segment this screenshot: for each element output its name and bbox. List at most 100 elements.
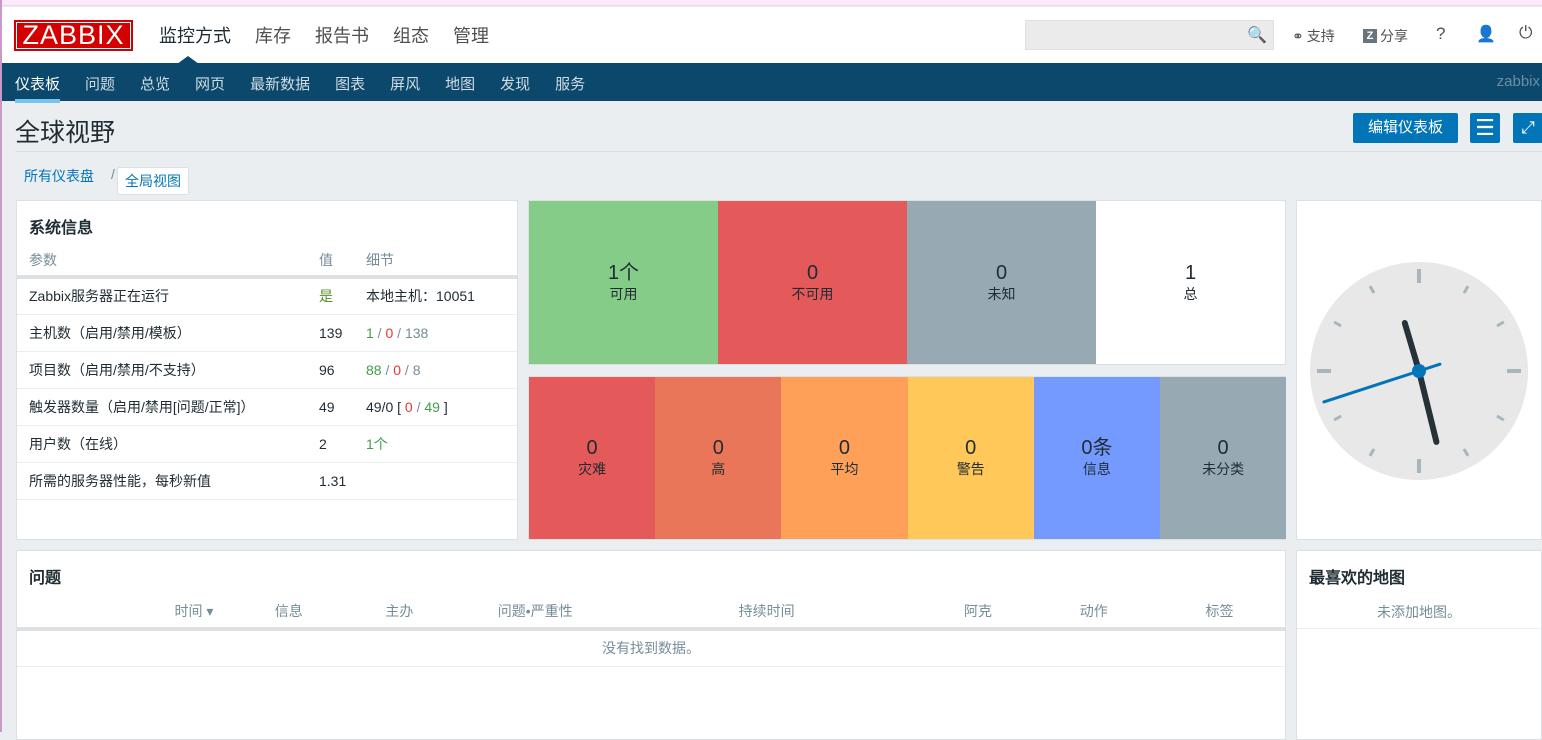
edit-dashboard-button[interactable]: 编辑仪表板 — [1353, 113, 1458, 143]
detail-part: ] — [439, 398, 448, 415]
no-data-message: 没有找到数据。 — [17, 629, 1285, 667]
breadcrumb-separator: / — [111, 166, 115, 182]
subnav-discovery[interactable]: 发现 — [500, 76, 531, 93]
details-cell: 本地主机：10051 — [354, 277, 517, 315]
clock-hour-hand — [1401, 320, 1422, 374]
expand-icon: ⤢ — [1521, 118, 1535, 137]
column-header[interactable]: 时间 ▾ — [17, 595, 239, 631]
fullscreen-button[interactable]: ⤢ — [1513, 113, 1542, 143]
favourite-maps-widget: 最喜欢的地图 未添加地图。 — [1296, 550, 1542, 740]
subnav-dashboard[interactable]: 仪表板 — [15, 73, 61, 103]
detail-part: / — [412, 398, 425, 415]
param-cell: Zabbix服务器正在运行 — [17, 277, 307, 315]
clock-tick — [1368, 448, 1376, 457]
column-header[interactable]: 信息 — [238, 595, 340, 631]
column-header[interactable]: 问题•严重性 — [459, 595, 611, 631]
severity-label: 高 — [711, 461, 726, 477]
nav-inventory[interactable]: 库存 — [255, 26, 291, 46]
host-count: 0 — [806, 261, 819, 284]
value-cell: 是 — [307, 277, 354, 315]
host-availability-cell: 0 不可用 — [718, 201, 907, 364]
col-details: 细节 — [354, 245, 517, 279]
clock-tick — [1333, 320, 1342, 328]
server-name: zabbix — [1496, 73, 1540, 90]
subnav-maps[interactable]: 地图 — [445, 76, 476, 93]
subnav-problems[interactable]: 问题 — [85, 76, 116, 93]
severity-count: 0 — [838, 437, 851, 459]
search-input[interactable]: 🔍 — [1025, 20, 1274, 50]
system-info-widget: 系统信息 参数 值 细节 Zabbix服务器正在运行是本地主机：10051 主机数… — [16, 200, 518, 540]
nav-administration[interactable]: 管理 — [453, 26, 489, 46]
detail-part: 49 — [424, 398, 440, 415]
host-count: 1个 — [607, 261, 640, 284]
table-row: Zabbix服务器正在运行是本地主机：10051 — [17, 277, 517, 315]
value-cell: 2 — [307, 425, 354, 463]
host-availability-widget: 1个 可用 0 不可用 0 未知 1 总 — [528, 200, 1286, 365]
sign-out-power-icon[interactable]: ⏻ — [1519, 23, 1533, 42]
severity-cell[interactable]: 0 警告 — [907, 377, 1034, 539]
subnav-latest-data[interactable]: 最新数据 — [250, 76, 311, 93]
subnav-screens[interactable]: 屏风 — [390, 76, 421, 93]
host-status-label: 不可用 — [791, 285, 834, 302]
host-count: 0 — [995, 261, 1008, 284]
severity-cell[interactable]: 0 未分类 — [1160, 377, 1287, 539]
clock-tick — [1462, 448, 1470, 457]
clock-tick — [1496, 414, 1505, 422]
subnav-services[interactable]: 服务 — [555, 76, 586, 93]
divider — [15, 151, 1542, 152]
help-icon[interactable]: ? — [1436, 24, 1446, 43]
details-cell — [354, 462, 517, 500]
value-cell: 139 — [307, 314, 354, 352]
user-profile-icon[interactable]: 👤 — [1476, 26, 1496, 43]
breadcrumb-all-dashboards[interactable]: 所有仪表盘 — [24, 168, 94, 184]
nav-reports[interactable]: 报告书 — [315, 26, 369, 46]
severity-count: 0 — [965, 437, 977, 459]
subnav-overview[interactable]: 总览 — [140, 76, 171, 93]
severity-cell[interactable]: 0 平均 — [781, 377, 908, 539]
column-header[interactable]: 动作 — [1033, 595, 1155, 631]
headset-icon: ⚭ — [1292, 27, 1304, 44]
detail-part: 0 — [393, 361, 402, 378]
subnav-graphs[interactable]: 图表 — [335, 76, 366, 93]
column-header[interactable]: 主办 — [339, 595, 460, 631]
value-cell: 49 — [307, 388, 354, 426]
search-icon[interactable]: 🔍 — [1247, 27, 1267, 44]
detail-part: 0 — [385, 324, 394, 341]
clock-tick — [1333, 414, 1342, 422]
table-row: 主机数（启用/禁用/模板） 139 1 / 0 / 138 — [17, 314, 517, 352]
clock-tick — [1496, 320, 1505, 328]
clock-widget — [1296, 200, 1542, 540]
detail-part: 1 — [366, 324, 374, 341]
column-header[interactable]: 持续时间 — [610, 595, 923, 631]
table-row: 所需的服务器性能，每秒新值 1.31 — [17, 462, 517, 500]
problems-table: 时间 ▾ 信息 主办 问题•严重性 持续时间 阿克 动作 标签 没有找到数据。 — [17, 595, 1285, 667]
severity-count: 0条 — [1081, 437, 1113, 459]
detail-part: / — [393, 324, 405, 341]
value-cell: 1.31 — [307, 462, 354, 500]
detail-part: 0 — [404, 398, 413, 415]
hamburger-icon: ☰ — [1475, 115, 1495, 140]
details-cell: 1 / 0 / 138 — [354, 314, 517, 352]
severity-label: 信息 — [1082, 461, 1111, 477]
clock-tick — [1462, 285, 1470, 294]
table-row: 用户数（在线） 2 1个 — [17, 425, 517, 463]
nav-configuration[interactable]: 组态 — [393, 26, 429, 46]
detail-part: / — [401, 361, 413, 378]
column-header[interactable]: 标签 — [1154, 595, 1285, 631]
support-link[interactable]: ⚭ 支持 — [1292, 27, 1335, 45]
zabbix-logo[interactable]: ZABBIX — [14, 20, 133, 51]
subnav-web[interactable]: 网页 — [195, 76, 226, 93]
column-header[interactable]: 阿克 — [922, 595, 1034, 631]
details-cell: 88 / 0 / 8 — [354, 351, 517, 389]
severity-label: 平均 — [830, 461, 859, 477]
share-link[interactable]: Z 分享 — [1363, 26, 1408, 46]
host-availability-cell: 0 未知 — [907, 201, 1096, 364]
severity-count: 0 — [586, 437, 598, 459]
severity-cell[interactable]: 0 灾难 — [529, 377, 656, 539]
severity-cell[interactable]: 0条信息 — [1033, 377, 1160, 539]
menu-button[interactable]: ☰ — [1470, 113, 1500, 143]
share-z-icon: Z — [1363, 29, 1377, 43]
nav-monitoring[interactable]: 监控方式 — [159, 26, 231, 46]
